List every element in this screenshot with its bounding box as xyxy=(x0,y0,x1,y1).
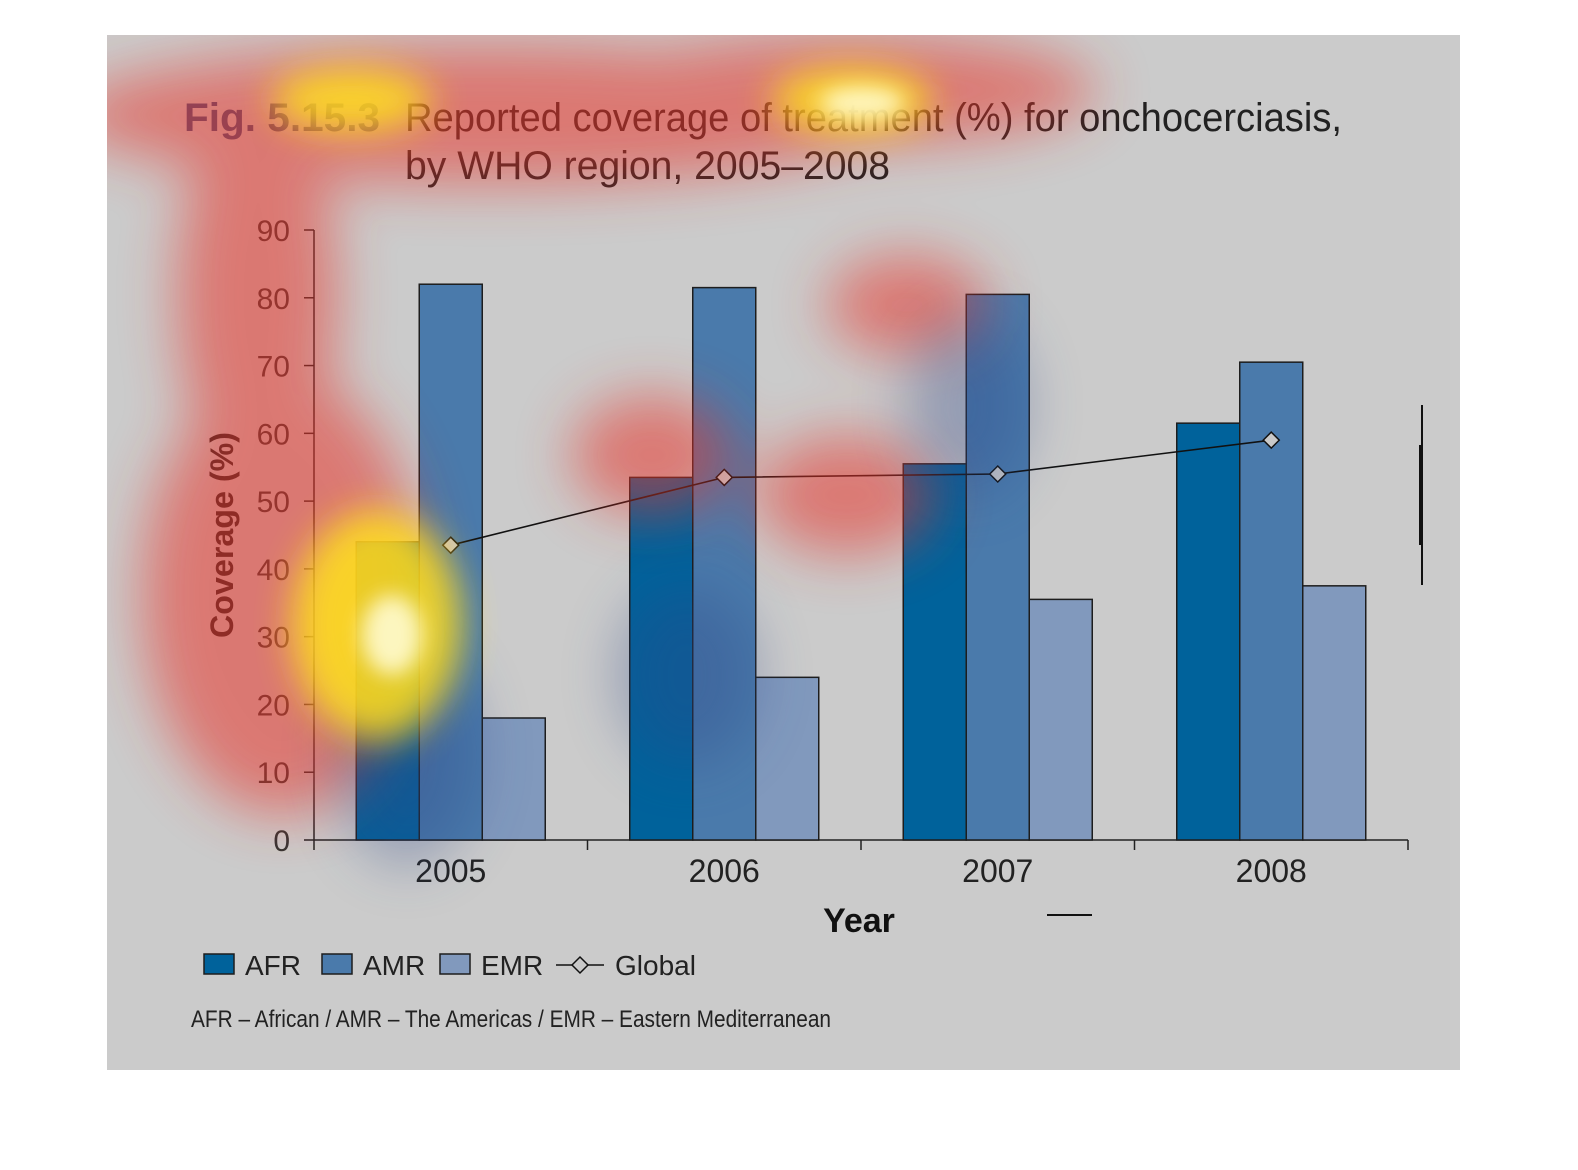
bar-afr-2008 xyxy=(1176,422,1241,841)
bar-emr-2006 xyxy=(755,676,820,841)
bar-emr-2005 xyxy=(481,717,546,841)
legend-swatch-amr xyxy=(321,953,353,975)
bar-amr-2006 xyxy=(692,286,757,841)
footnote: AFR – African / AMR – The Americas / EMR… xyxy=(191,1006,831,1033)
bar-afr-2007 xyxy=(902,463,967,841)
stray-line-right-1 xyxy=(1421,405,1423,585)
stray-line-bottom xyxy=(1047,914,1092,916)
y-tick-label: 90 xyxy=(257,215,290,248)
bar-afr-2005 xyxy=(355,541,420,841)
legend-label-global: Global xyxy=(615,950,696,981)
bar-amr-2005 xyxy=(418,283,483,841)
x-axis-label: Year xyxy=(823,902,895,940)
x-tick-label: 2008 xyxy=(1236,853,1307,889)
y-tick-label: 10 xyxy=(257,757,290,790)
chart-canvas: Fig. 5.15.3 Reported coverage of treatme… xyxy=(184,96,1409,1033)
y-tick-label: 80 xyxy=(257,283,290,316)
legend-swatch-emr xyxy=(439,953,471,975)
stray-line-right-2 xyxy=(1419,445,1421,545)
chart-figure: Fig. 5.15.3 Reported coverage of treatme… xyxy=(107,35,1460,1070)
y-axis-label: Coverage (%) xyxy=(204,432,240,638)
y-tick-label: 60 xyxy=(257,418,290,451)
legend-marker-global xyxy=(570,955,590,975)
figure-label: Fig. 5.15.3 xyxy=(184,96,380,140)
chart-title-line1: Reported coverage of treatment (%) for o… xyxy=(405,96,1342,140)
legend-label-emr: EMR xyxy=(481,950,543,981)
legend: AFR AMR EMR Global xyxy=(203,950,696,981)
y-tick-label: 50 xyxy=(257,486,290,519)
chart-title-line2: by WHO region, 2005–2008 xyxy=(405,144,890,188)
global-point-2008 xyxy=(1262,431,1281,450)
y-tick-label: 70 xyxy=(257,351,290,384)
legend-label-afr: AFR xyxy=(245,950,301,981)
y-tick-label: 40 xyxy=(257,554,290,587)
x-tick-label: 2006 xyxy=(689,853,760,889)
global-series-line xyxy=(450,439,1272,546)
x-tick-label: 2005 xyxy=(415,853,486,889)
plot-area: 0 10 20 30 40 50 60 70 80 90 2005 2006 2007 2008 xyxy=(257,215,1409,889)
legend-swatch-afr xyxy=(203,953,235,975)
y-tick-label: 20 xyxy=(257,689,290,722)
x-tick-label: 2007 xyxy=(962,853,1033,889)
bar-emr-2007 xyxy=(1028,598,1093,841)
bar-amr-2007 xyxy=(965,293,1030,841)
legend-label-amr: AMR xyxy=(363,950,425,981)
y-tick-label: 0 xyxy=(273,825,290,858)
bar-afr-2006 xyxy=(629,476,694,841)
y-tick-label: 30 xyxy=(257,622,290,655)
bar-emr-2008 xyxy=(1302,585,1367,841)
